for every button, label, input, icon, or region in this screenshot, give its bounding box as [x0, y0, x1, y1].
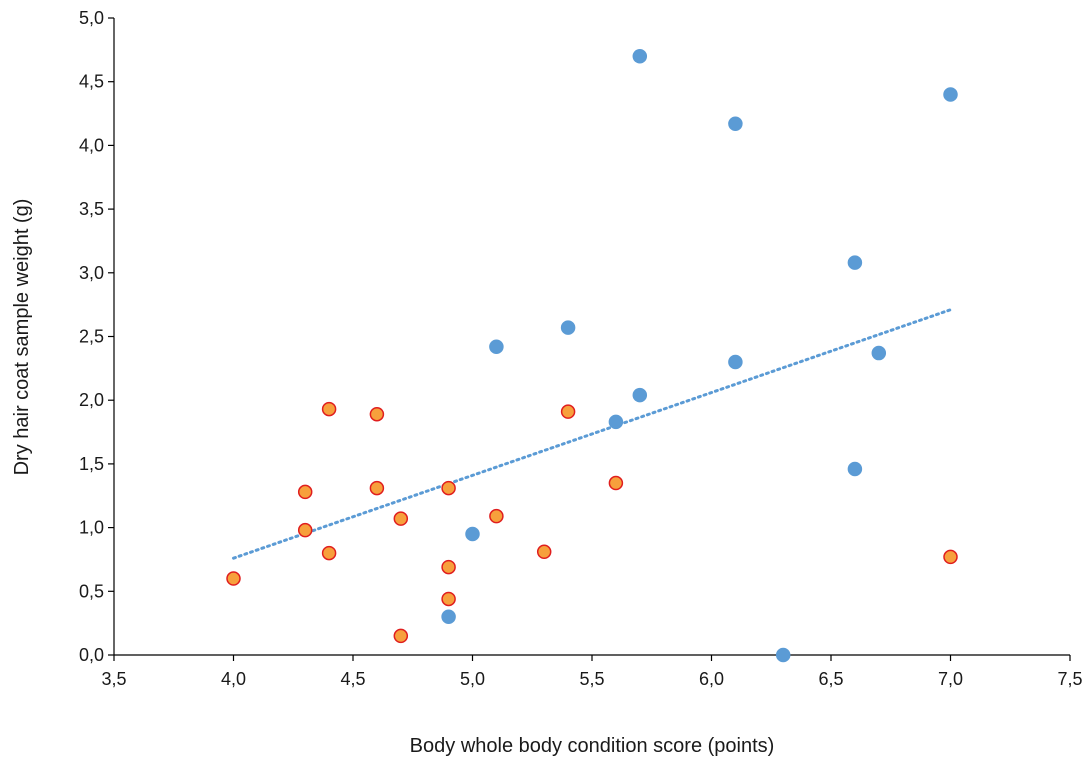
series-1-point	[943, 87, 958, 102]
x-tick-label: 6,0	[699, 669, 724, 689]
series-1-point	[441, 609, 456, 625]
series-1-point	[728, 354, 743, 370]
series-2-point	[489, 508, 504, 524]
series-1-point	[608, 414, 624, 430]
series-2-point	[369, 406, 385, 422]
series-1-point	[560, 320, 576, 335]
y-tick-label: 4,5	[79, 72, 104, 92]
series-2-point	[441, 591, 456, 607]
trendline-group	[232, 308, 952, 560]
series-2-point	[393, 511, 409, 526]
series-1-point	[632, 387, 648, 403]
x-axis-title: Body whole body condition score (points)	[410, 735, 775, 757]
series-2-point	[536, 544, 552, 560]
data-points	[226, 48, 958, 663]
series-1-point	[871, 345, 887, 361]
series-1-point	[489, 339, 504, 354]
series-2-point	[297, 522, 313, 538]
series-2-point	[369, 480, 385, 496]
series-1-point	[775, 647, 791, 663]
y-tick-label: 1,0	[79, 518, 104, 538]
x-tick-label: 4,0	[221, 669, 246, 689]
y-tick-label: 2,0	[79, 390, 104, 410]
x-tick-label: 5,5	[579, 669, 604, 689]
trendline	[232, 308, 952, 560]
y-axis-title: Dry hair coat sample weight (g)	[11, 199, 33, 476]
series-2-point	[943, 549, 958, 565]
series-1-point	[847, 255, 863, 270]
x-tick-label: 6,5	[818, 669, 843, 689]
series-2-point	[608, 475, 624, 491]
y-tick-label: 0,0	[79, 645, 104, 665]
y-tick-label: 0,5	[79, 581, 104, 601]
y-tick-label: 1,5	[79, 454, 104, 474]
series-2-point	[441, 559, 456, 575]
y-tick-label: 2,5	[79, 327, 104, 347]
series-2-point	[441, 480, 456, 496]
series-2-point	[321, 401, 337, 417]
series-2-point	[393, 628, 409, 644]
x-tick-label: 7,5	[1057, 669, 1082, 689]
series-1-point	[632, 48, 648, 64]
series-1-point	[465, 526, 480, 542]
series-1-point	[847, 461, 863, 477]
y-tick-label: 3,0	[79, 263, 104, 283]
series-2-point	[297, 484, 313, 500]
x-tick-label: 3,5	[101, 669, 126, 689]
y-tick-label: 4,0	[79, 135, 104, 155]
axes	[108, 17, 1071, 661]
x-tick-label: 7,0	[938, 669, 963, 689]
y-tick-label: 3,5	[79, 199, 104, 219]
y-tick-label: 5,0	[79, 8, 104, 28]
series-2-point	[560, 404, 576, 419]
tick-labels: 0,0 0,5 1,0 1,5 2,0 2,5 3,0 3,5 4,0 4,5 5,0 3,5 4,0 4…	[79, 8, 1083, 689]
x-tick-label: 4,5	[340, 669, 365, 689]
x-tick-label: 5,0	[460, 669, 485, 689]
series-2-point	[321, 545, 337, 561]
series-2-point	[226, 571, 241, 586]
series-1-point	[728, 116, 743, 131]
